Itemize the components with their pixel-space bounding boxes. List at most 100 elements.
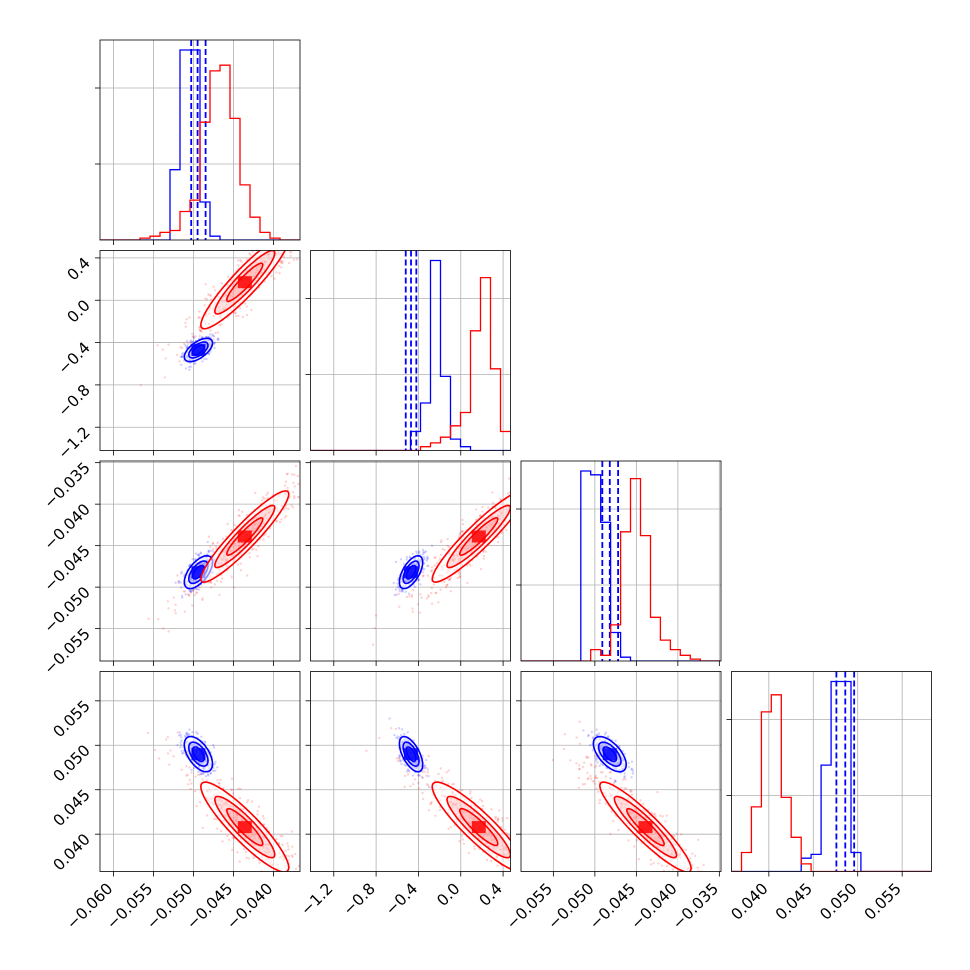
blue-sample-point	[614, 779, 617, 783]
blue-sample-point	[426, 557, 429, 560]
red-sample-point	[661, 815, 664, 818]
panel-frame	[99, 460, 301, 662]
red-sample-point	[586, 771, 589, 774]
red-sample-point	[256, 813, 259, 816]
red-sample-point	[239, 569, 242, 572]
red-sample-point	[478, 514, 481, 518]
blue-sample-point	[208, 333, 212, 336]
red-sample-point	[245, 513, 249, 517]
red-sample-point	[578, 767, 581, 771]
red-sample-point	[234, 314, 238, 317]
red-sample-point	[255, 548, 258, 552]
panel-body	[551, 720, 705, 872]
red-sample-point	[194, 775, 197, 778]
red-sample-point	[291, 506, 295, 509]
red-sample-point	[624, 787, 628, 790]
blue-sample-point	[181, 751, 185, 755]
red-sample-point	[248, 556, 251, 559]
red-sample-point	[593, 754, 596, 757]
blue-sample-point	[213, 341, 216, 344]
red-density-peak	[471, 821, 486, 834]
red-sample-point	[497, 818, 500, 821]
panels: 0.40.0−0.4−0.8−1.2−0.035−0.040−0.045−0.0…	[41, 39, 932, 933]
red-sample-point	[589, 774, 592, 778]
blue-histogram	[731, 680, 931, 872]
red-sample-point	[598, 798, 602, 802]
red-sample-point	[498, 809, 501, 812]
red-sample-point	[657, 862, 660, 865]
red-sample-point	[496, 535, 499, 539]
blue-sample-point	[418, 578, 421, 581]
red-sample-point	[295, 258, 299, 261]
red-sample-point	[280, 266, 283, 269]
red-sample-point	[675, 833, 679, 836]
red-sample-point	[408, 770, 411, 773]
red-histogram	[310, 276, 511, 451]
red-sample-point	[446, 544, 449, 547]
red-sample-point	[506, 492, 510, 495]
blue-sample-point	[214, 760, 217, 764]
red-sample-point	[262, 823, 266, 826]
blue-sample-point	[184, 344, 187, 347]
blue-sample-point	[582, 729, 585, 732]
red-sample-point	[623, 787, 626, 790]
red-sample-point	[411, 607, 414, 610]
blue-sample-point	[614, 780, 617, 783]
blue-sample-point	[180, 355, 183, 359]
red-sample-point	[197, 316, 200, 320]
red-sample-point	[635, 839, 638, 842]
red-sample-point	[211, 548, 215, 551]
blue-sample-point	[424, 550, 428, 553]
blue-sample-point	[188, 589, 192, 593]
red-sample-point	[578, 742, 582, 745]
red-sample-point	[601, 771, 604, 774]
red-sample-point	[594, 774, 597, 777]
red-sample-point	[447, 579, 451, 582]
red-density-peak	[471, 530, 486, 543]
red-sample-point	[608, 771, 612, 774]
blue-sample-point	[207, 550, 211, 553]
red-sample-point	[689, 857, 692, 860]
blue-sample-point	[623, 776, 626, 779]
blue-sample-point	[193, 362, 197, 365]
red-sample-point	[398, 757, 401, 760]
blue-sample-point	[177, 581, 180, 585]
red-sample-point	[238, 514, 241, 518]
red-density-peak	[237, 276, 252, 289]
red-sample-point	[194, 587, 197, 591]
red-sample-point	[263, 497, 266, 500]
red-sample-point	[183, 590, 187, 593]
blue-sample-point	[197, 554, 201, 557]
blue-sample-point	[189, 365, 192, 368]
blue-sample-point	[397, 737, 400, 740]
red-sample-point	[417, 774, 420, 777]
red-sample-point	[398, 605, 401, 608]
red-sample-point	[290, 830, 294, 833]
panel-2-1	[305, 460, 511, 666]
red-sample-point	[190, 588, 193, 592]
blue-sample-point	[177, 580, 181, 583]
red-sample-point	[167, 607, 170, 610]
blue-sample-point	[174, 581, 177, 584]
blue-sample-point	[418, 774, 421, 777]
red-sample-point	[575, 736, 578, 739]
blue-sample-point	[426, 557, 429, 560]
red-sample-point	[291, 491, 295, 494]
red-sample-point	[508, 477, 511, 480]
red-sample-point	[503, 828, 507, 832]
red-sample-point	[427, 594, 430, 597]
red-sample-point	[198, 325, 201, 329]
red-sample-point	[219, 778, 222, 782]
red-sample-point	[284, 849, 287, 852]
red-sample-point	[276, 519, 279, 522]
red-sample-point	[457, 571, 460, 574]
red-sample-point	[501, 819, 504, 822]
panel-frame	[520, 460, 722, 662]
red-sample-point	[167, 630, 170, 633]
blue-sample-point	[217, 337, 220, 340]
blue-sample-point	[396, 582, 399, 585]
blue-sample-point	[396, 586, 399, 589]
red-sample-point	[482, 557, 485, 560]
red-sample-point	[569, 759, 572, 762]
red-sample-point	[665, 814, 668, 817]
